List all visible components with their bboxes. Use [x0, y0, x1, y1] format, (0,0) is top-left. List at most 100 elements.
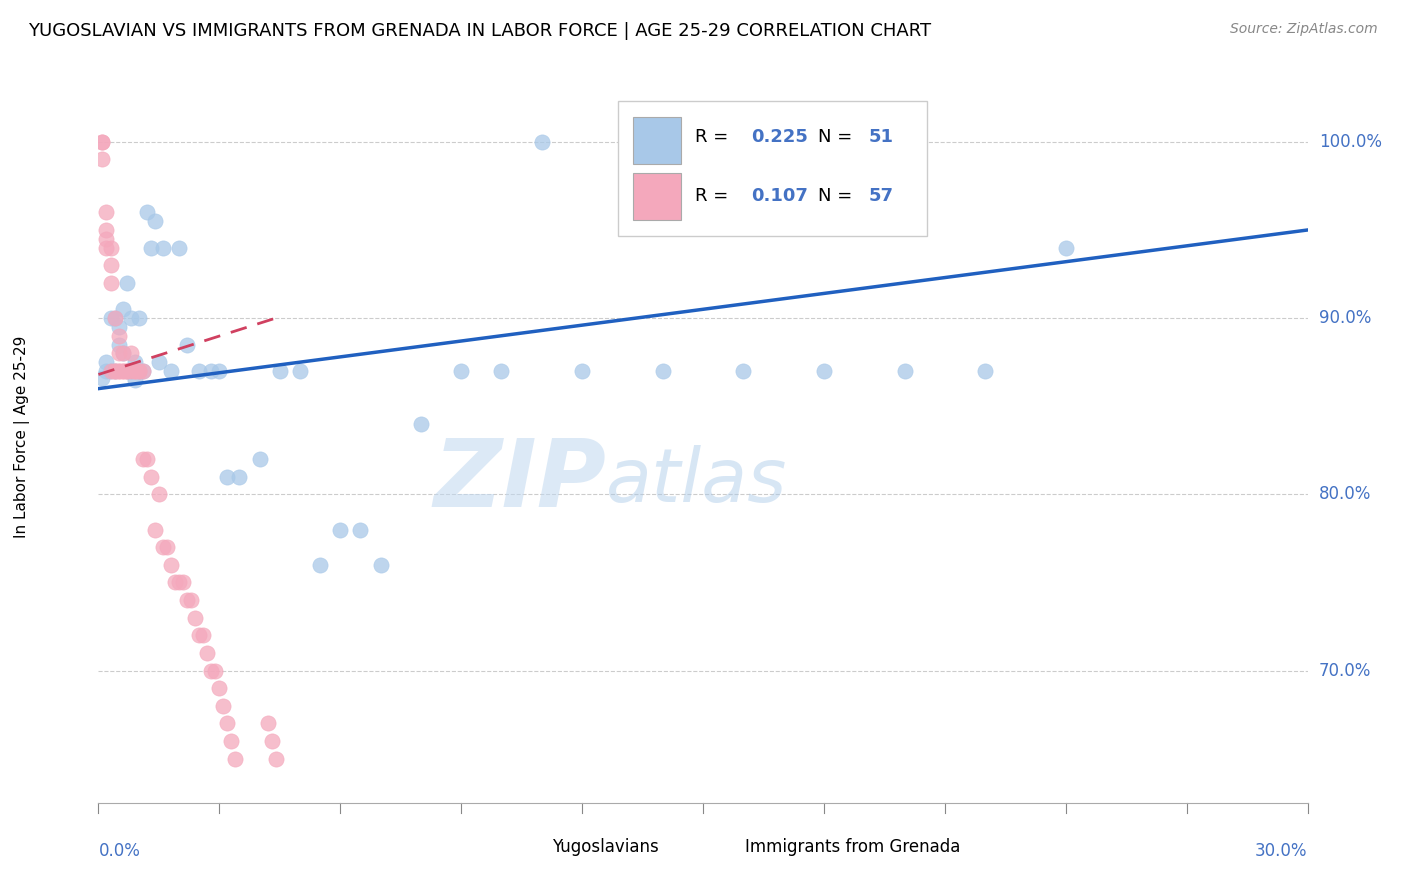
Point [143, 214, 166, 228]
Point [96, 355, 118, 369]
FancyBboxPatch shape [509, 830, 547, 863]
Point [974, 364, 997, 378]
Point [124, 355, 146, 369]
Point [188, 364, 211, 378]
Point [188, 628, 211, 642]
Text: 51: 51 [869, 128, 894, 146]
Point [91, 153, 114, 167]
Point [100, 311, 122, 326]
Point [228, 469, 250, 483]
Point [309, 558, 332, 572]
Point [107, 337, 129, 351]
FancyBboxPatch shape [619, 101, 927, 235]
Point [139, 241, 162, 255]
Point [172, 575, 194, 590]
Point [107, 364, 129, 378]
Point [409, 417, 432, 431]
Point [200, 364, 222, 378]
Point [128, 364, 150, 378]
Point [269, 364, 291, 378]
Point [195, 646, 218, 660]
Point [100, 258, 122, 272]
Point [370, 558, 392, 572]
Point [176, 337, 198, 351]
Point [111, 346, 134, 360]
Text: 30.0%: 30.0% [1256, 842, 1308, 860]
Point [100, 364, 122, 378]
Point [91, 135, 114, 149]
Text: R =: R = [695, 186, 734, 204]
Point [180, 593, 202, 607]
Text: YUGOSLAVIAN VS IMMIGRANTS FROM GRENADA IN LABOR FORCE | AGE 25-29 CORRELATION CH: YUGOSLAVIAN VS IMMIGRANTS FROM GRENADA I… [28, 22, 931, 40]
Point [224, 752, 246, 766]
Point [96, 223, 118, 237]
Point [128, 311, 150, 326]
Point [115, 364, 138, 378]
Point [124, 364, 146, 378]
Text: 0.225: 0.225 [751, 128, 808, 146]
Point [156, 540, 179, 554]
Point [135, 205, 157, 219]
Point [143, 523, 166, 537]
Point [100, 276, 122, 290]
Text: atlas: atlas [606, 445, 787, 517]
Point [120, 346, 142, 360]
Point [176, 593, 198, 607]
Point [91, 135, 114, 149]
Text: 0.107: 0.107 [751, 186, 808, 204]
Point [132, 364, 155, 378]
Point [115, 364, 138, 378]
Point [96, 364, 118, 378]
Text: R =: R = [695, 128, 734, 146]
Point [103, 364, 125, 378]
Point [288, 364, 311, 378]
Point [217, 716, 239, 731]
Point [120, 364, 142, 378]
Text: 70.0%: 70.0% [1319, 662, 1371, 680]
Point [107, 320, 129, 334]
Point [103, 311, 125, 326]
Point [1054, 241, 1077, 255]
Text: Source: ZipAtlas.com: Source: ZipAtlas.com [1230, 22, 1378, 37]
Point [733, 364, 755, 378]
Point [260, 734, 283, 748]
Point [96, 241, 118, 255]
Point [120, 311, 142, 326]
Point [217, 469, 239, 483]
Point [132, 452, 155, 467]
Point [111, 302, 134, 317]
Point [221, 734, 243, 748]
Text: 100.0%: 100.0% [1319, 133, 1382, 151]
Text: N =: N = [818, 186, 858, 204]
Point [491, 364, 513, 378]
Point [450, 364, 472, 378]
Point [128, 364, 150, 378]
Point [249, 452, 271, 467]
Point [139, 469, 162, 483]
Point [103, 364, 125, 378]
Text: Yugoslavians: Yugoslavians [551, 838, 658, 855]
Point [651, 364, 673, 378]
Point [124, 373, 146, 387]
Point [115, 276, 138, 290]
Point [193, 628, 215, 642]
Text: N =: N = [818, 128, 858, 146]
Text: 57: 57 [869, 186, 894, 204]
Point [124, 364, 146, 378]
Point [163, 575, 186, 590]
Point [96, 205, 118, 219]
Point [256, 716, 278, 731]
Point [115, 364, 138, 378]
Point [184, 611, 207, 625]
Point [208, 681, 231, 696]
Point [160, 364, 183, 378]
Text: 0.0%: 0.0% [98, 842, 141, 860]
Point [107, 328, 129, 343]
FancyBboxPatch shape [633, 173, 682, 219]
Point [208, 364, 231, 378]
Point [152, 241, 174, 255]
Point [530, 135, 553, 149]
Point [152, 540, 174, 554]
Point [107, 346, 129, 360]
Point [167, 241, 190, 255]
